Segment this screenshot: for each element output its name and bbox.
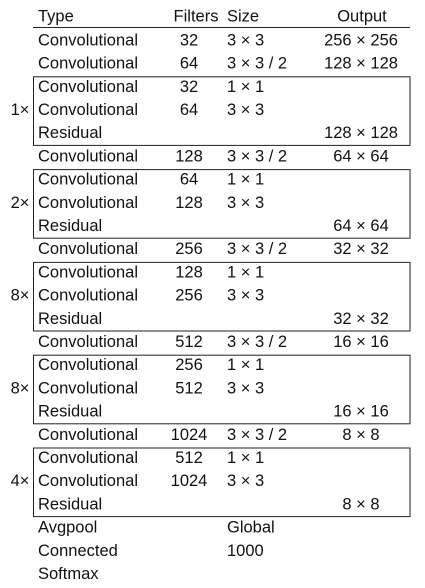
cell-size: 1 × 1 (227, 263, 264, 281)
cell-size: 3 × 3 / 2 (227, 147, 287, 165)
cell-output: 8 × 8 (342, 495, 379, 513)
cell-type: Convolutional (38, 356, 138, 374)
cell-size: 3 × 3 / 2 (227, 55, 287, 73)
cell-output: 32 × 32 (333, 240, 389, 258)
cell-filters: 512 (175, 449, 203, 467)
cell-output: 16 × 16 (333, 403, 389, 421)
header-type: Type (38, 7, 74, 25)
block-box (33, 76, 411, 146)
cell-type: Residual (38, 310, 102, 328)
cell-filters: 512 (175, 333, 203, 351)
repeat-label: 4× (11, 472, 30, 490)
cell-type: Convolutional (38, 333, 138, 351)
cell-type: Residual (38, 495, 102, 513)
cell-type: Convolutional (38, 449, 138, 467)
repeat-label: 1× (11, 101, 30, 119)
cell-type: Connected (38, 542, 118, 560)
cell-filters: 32 (180, 78, 198, 96)
repeat-label: 2× (11, 194, 30, 212)
cell-size: 3 × 3 (227, 379, 264, 397)
cell-type: Convolutional (38, 171, 138, 189)
cell-output: 128 × 128 (324, 55, 398, 73)
cell-output: 128 × 128 (324, 124, 398, 142)
cell-filters: 256 (175, 356, 203, 374)
cell-type: Softmax (38, 565, 99, 583)
repeat-label: 8× (11, 379, 30, 397)
cell-type: Convolutional (38, 240, 138, 258)
cell-size: 1 × 1 (227, 171, 264, 189)
cell-filters: 128 (175, 147, 203, 165)
cell-type: Avgpool (38, 519, 97, 537)
cell-type: Convolutional (38, 78, 138, 96)
cell-filters: 32 (180, 31, 198, 49)
cell-size: 3 × 3 (227, 194, 264, 212)
cell-size: 1 × 1 (227, 78, 264, 96)
cell-type: Convolutional (38, 147, 138, 165)
cell-type: Convolutional (38, 379, 138, 397)
cell-filters: 128 (175, 194, 203, 212)
cell-size: 3 × 3 (227, 31, 264, 49)
cell-filters: 64 (180, 101, 198, 119)
header-size: Size (227, 7, 259, 25)
block-box (33, 354, 411, 425)
cell-filters: 256 (175, 287, 203, 305)
cell-output: 32 × 32 (333, 310, 389, 328)
cell-filters: 512 (175, 379, 203, 397)
cell-filters: 256 (175, 240, 203, 258)
cell-size: 3 × 3 (227, 472, 264, 490)
cell-output: 64 × 64 (333, 147, 389, 165)
header-output: Output (337, 7, 387, 25)
cell-size: 3 × 3 / 2 (227, 240, 287, 258)
block-box (33, 447, 411, 518)
cell-filters: 128 (175, 263, 203, 281)
cell-size: 3 × 3 / 2 (227, 333, 287, 351)
cell-type: Convolutional (38, 31, 138, 49)
cell-type: Residual (38, 124, 102, 142)
cell-type: Residual (38, 403, 102, 421)
cell-type: Residual (38, 217, 102, 235)
cell-size: 3 × 3 / 2 (227, 426, 287, 444)
block-box (33, 169, 411, 239)
cell-type: Convolutional (38, 55, 138, 73)
cell-type: Convolutional (38, 194, 138, 212)
cell-output: 16 × 16 (333, 333, 389, 351)
repeat-label: 8× (11, 287, 30, 305)
block-box (33, 261, 411, 332)
cell-filters: 1024 (171, 426, 208, 444)
cell-type: Convolutional (38, 287, 138, 305)
header-filters: Filters (174, 7, 219, 25)
cell-size: Global (227, 519, 275, 537)
cell-type: Convolutional (38, 101, 138, 119)
cell-size: 1000 (227, 542, 264, 560)
cell-output: 256 × 256 (324, 31, 398, 49)
cell-filters: 64 (180, 171, 198, 189)
cell-output: 64 × 64 (333, 217, 389, 235)
cell-filters: 64 (180, 55, 198, 73)
cell-size: 1 × 1 (227, 356, 264, 374)
cell-size: 3 × 3 (227, 101, 264, 119)
cell-filters: 1024 (171, 472, 208, 490)
cell-type: Convolutional (38, 426, 138, 444)
cell-output: 8 × 8 (342, 426, 379, 444)
cell-size: 1 × 1 (227, 449, 264, 467)
cell-size: 3 × 3 (227, 287, 264, 305)
cell-type: Convolutional (38, 263, 138, 281)
cell-type: Convolutional (38, 472, 138, 490)
